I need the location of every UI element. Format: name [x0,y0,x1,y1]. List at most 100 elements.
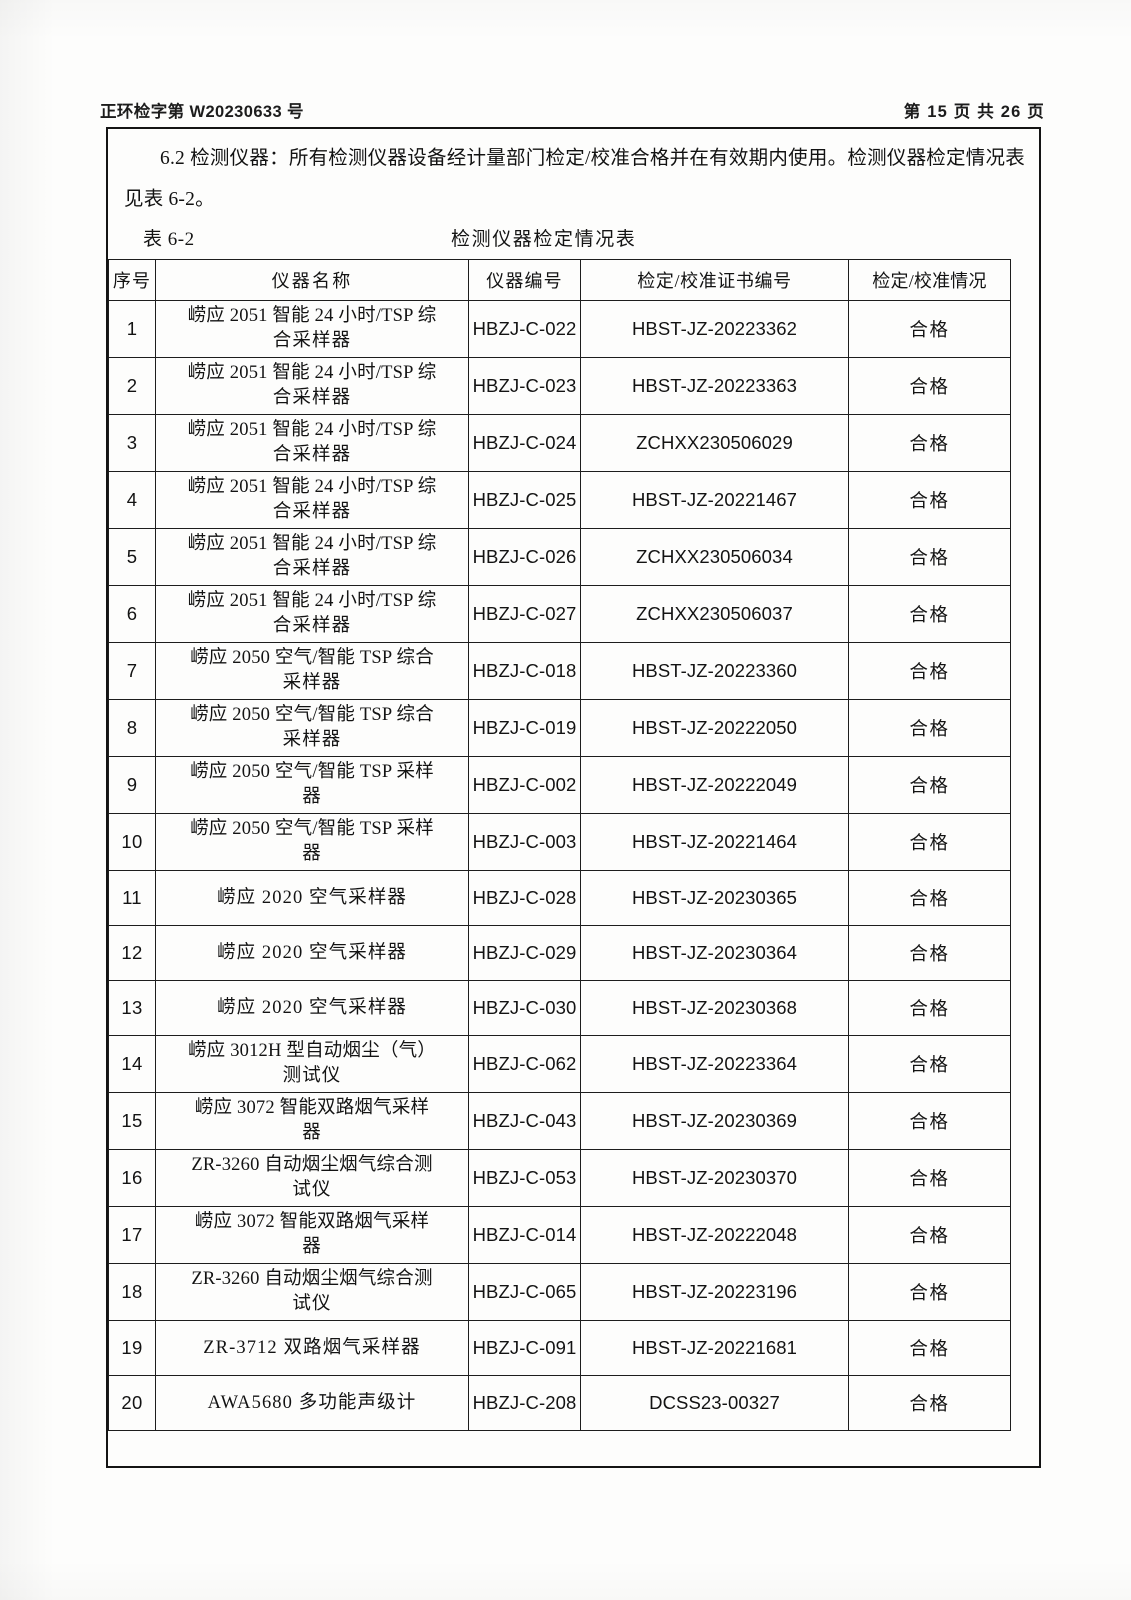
cell-certificate-no: ZCHXX230506037 [580,585,849,643]
table-title: 检测仪器检定情况表 [451,229,637,250]
cell-instrument-id: HBZJ-C-014 [468,1206,581,1264]
cell-instrument-name: 崂应 2050 空气/智能 TSP 综合 采样器 [155,642,469,700]
cell-certificate-no: HBST-JZ-20222048 [580,1206,849,1264]
table-row: 18 ZR-3260 自动烟尘烟气综合测 试仪 HBZJ-C-065 HBST-JZ-2… [108,1263,1011,1321]
cell-certificate-no: ZCHXX230506029 [580,414,849,472]
cell-certificate-no: HBST-JZ-20223364 [580,1035,849,1093]
cell-certificate-no: HBST-JZ-20230370 [580,1149,849,1207]
instrument-name-line1: ZR-3260 自动烟尘烟气综合测 [191,1155,433,1175]
cell-serial: 7 [108,642,156,700]
column-header-instrument-id: 仪器编号 [468,259,581,301]
cell-serial: 2 [108,357,156,415]
table-head: 序号 仪器名称 仪器编号 检定/校准证书编号 检定/校准情况 [108,259,1011,301]
instrument-name-line2: 测试仪 [282,1066,342,1086]
instrument-name-line1: ZR-3260 自动烟尘烟气综合测 [191,1269,433,1289]
instrument-name-line2: 合采样器 [272,445,352,465]
cell-calibration-status: 合格 [848,1263,1011,1321]
cell-calibration-status: 合格 [848,300,1011,358]
cell-serial: 5 [108,528,156,586]
cell-instrument-id: HBZJ-C-065 [468,1263,581,1321]
instrument-name-line1: 崂应 2051 智能 24 小时/TSP 综 [187,363,437,383]
cell-serial: 20 [108,1375,156,1431]
instrument-name-line1: 崂应 2050 空气/智能 TSP 综合 [190,648,434,668]
cell-certificate-no: HBST-JZ-20230365 [580,870,849,926]
table-row: 16 ZR-3260 自动烟尘烟气综合测 试仪 HBZJ-C-053 HBST-JZ-2… [108,1149,1011,1207]
section-paragraph: 6.2 检测仪器：所有检测仪器设备经计量部门检定/校准合格并在有效期内使用。检测… [124,138,1025,220]
instrument-name-line2: 合采样器 [272,388,352,408]
cell-calibration-status: 合格 [848,1149,1011,1207]
cell-calibration-status: 合格 [848,357,1011,415]
instrument-name-line2: 合采样器 [272,331,352,351]
cell-instrument-id: HBZJ-C-019 [468,699,581,757]
table-row: 20 AWA5680 多功能声级计 HBZJ-C-208 DCSS23-00327 合格 [108,1375,1011,1431]
cell-serial: 3 [108,414,156,472]
cell-instrument-id: HBZJ-C-043 [468,1092,581,1150]
cell-certificate-no: HBST-JZ-20223363 [580,357,849,415]
cell-calibration-status: 合格 [848,699,1011,757]
instrument-name-line1: 崂应 2050 空气/智能 TSP 采样 [190,819,434,839]
instrument-name-line1: 崂应 3072 智能双路烟气采样 [194,1098,430,1118]
table-row: 14 崂应 3012H 型自动烟尘（气） 测试仪 HBZJ-C-062 HBST-JZ-… [108,1035,1011,1093]
table-row: 12 崂应 2020 空气采样器 HBZJ-C-029 HBST-JZ-2023036… [108,925,1011,981]
instrument-name-line2: 器 [302,1237,322,1257]
cell-serial: 13 [108,980,156,1036]
cell-instrument-name: 崂应 2051 智能 24 小时/TSP 综合采样器 [155,528,469,586]
cell-instrument-id: HBZJ-C-018 [468,642,581,700]
cell-instrument-id: HBZJ-C-024 [468,414,581,472]
cell-instrument-id: HBZJ-C-062 [468,1035,581,1093]
cell-calibration-status: 合格 [848,1320,1011,1376]
instrument-name-line1: 崂应 2020 空气采样器 [216,942,408,963]
cell-serial: 19 [108,1320,156,1376]
cell-calibration-status: 合格 [848,870,1011,926]
cell-instrument-name: 崂应 3072 智能双路烟气采样器 [155,1206,469,1264]
cell-certificate-no: HBST-JZ-20230368 [580,980,849,1036]
table-row: 8 崂应 2050 空气/智能 TSP 综合 采样器 HBZJ-C-019 HBST-J… [108,699,1011,757]
table-body: 1 崂应 2051 智能 24 小时/TSP 综合采样器 HBZJ-C-022 HBS… [108,300,1011,1431]
instrument-name-line2: 器 [302,1123,322,1143]
cell-serial: 6 [108,585,156,643]
instrument-name-line1: 崂应 2020 空气采样器 [216,997,408,1018]
table-row: 11 崂应 2020 空气采样器 HBZJ-C-028 HBST-JZ-2023036… [108,870,1011,926]
instrument-name-line2: 合采样器 [272,616,352,636]
cell-instrument-id: HBZJ-C-027 [468,585,581,643]
table-row: 13 崂应 2020 空气采样器 HBZJ-C-030 HBST-JZ-2023036… [108,980,1011,1036]
cell-instrument-name: 崂应 2050 空气/智能 TSP 综合 采样器 [155,699,469,757]
cell-instrument-id: HBZJ-C-028 [468,870,581,926]
table-row: 5 崂应 2051 智能 24 小时/TSP 综合采样器 HBZJ-C-026 ZCH… [108,528,1011,586]
cell-instrument-id: HBZJ-C-026 [468,528,581,586]
instrument-name-line2: 合采样器 [272,559,352,579]
running-header: 正环检字第 W20230633 号 第 15 页 共 26 页 [100,92,1045,122]
cell-certificate-no: HBST-JZ-20223196 [580,1263,849,1321]
cell-certificate-no: HBST-JZ-20221681 [580,1320,849,1376]
cell-serial: 9 [108,756,156,814]
instrument-name-line2: 合采样器 [272,502,352,522]
cell-instrument-id: HBZJ-C-022 [468,300,581,358]
cell-instrument-name: AWA5680 多功能声级计 [155,1375,469,1431]
cell-instrument-name: 崂应 2020 空气采样器 [155,980,469,1036]
instrument-name-line1: 崂应 2051 智能 24 小时/TSP 综 [187,420,437,440]
instrument-calibration-table: 序号 仪器名称 仪器编号 检定/校准证书编号 检定/校准情况 1 崂应 2051 … [108,259,1011,1431]
cell-serial: 8 [108,699,156,757]
cell-instrument-id: HBZJ-C-025 [468,471,581,529]
cell-calibration-status: 合格 [848,925,1011,981]
cell-certificate-no: HBST-JZ-20222049 [580,756,849,814]
table-row: 2 崂应 2051 智能 24 小时/TSP 综合采样器 HBZJ-C-023 HBS… [108,357,1011,415]
instrument-name-line1: AWA5680 多功能声级计 [207,1392,417,1413]
cell-calibration-status: 合格 [848,585,1011,643]
cell-instrument-id: HBZJ-C-030 [468,980,581,1036]
cell-serial: 15 [108,1092,156,1150]
cell-instrument-name: 崂应 2020 空气采样器 [155,870,469,926]
cell-certificate-no: HBST-JZ-20221467 [580,471,849,529]
instrument-name-line1: 崂应 2020 空气采样器 [216,887,408,908]
cell-calibration-status: 合格 [848,471,1011,529]
instrument-name-line2: 器 [302,787,322,807]
instrument-name-line1: 崂应 2051 智能 24 小时/TSP 综 [187,591,437,611]
instrument-name-line2: 试仪 [292,1180,332,1200]
instrument-name-line1: 崂应 3072 智能双路烟气采样 [194,1212,430,1232]
cell-calibration-status: 合格 [848,813,1011,871]
cell-instrument-name: 崂应 3072 智能双路烟气采样器 [155,1092,469,1150]
cell-serial: 12 [108,925,156,981]
cell-instrument-name: ZR-3260 自动烟尘烟气综合测 试仪 [155,1263,469,1321]
table-row: 6 崂应 2051 智能 24 小时/TSP 综合采样器 HBZJ-C-027 ZCH… [108,585,1011,643]
